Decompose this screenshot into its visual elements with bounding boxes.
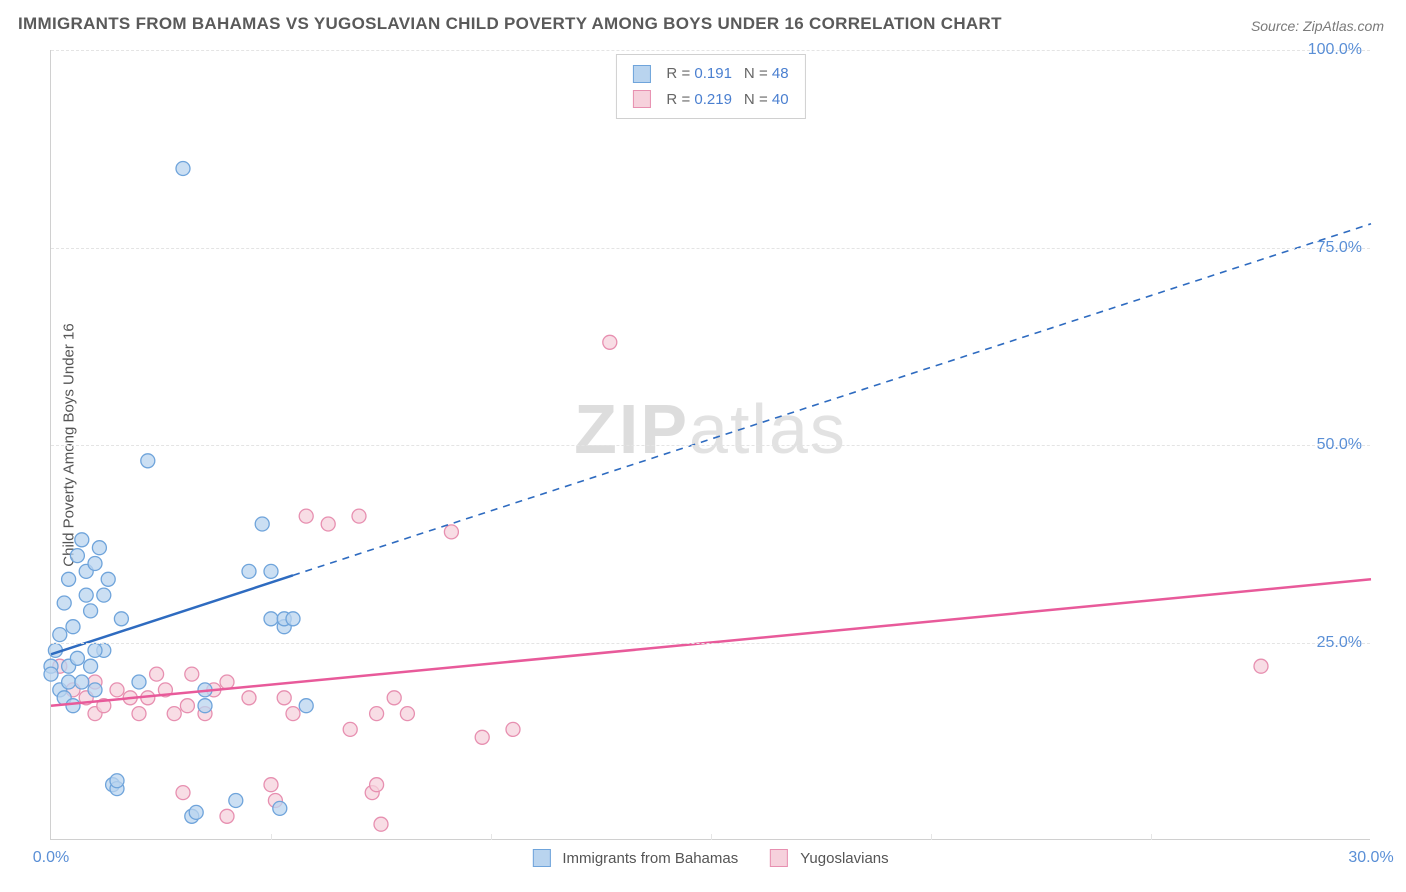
data-point	[176, 162, 190, 176]
x-tick-mark	[1151, 834, 1152, 840]
x-tick-mark	[491, 834, 492, 840]
data-point	[84, 604, 98, 618]
data-point	[352, 509, 366, 523]
data-point	[66, 699, 80, 713]
data-point	[264, 612, 278, 626]
data-point	[88, 643, 102, 657]
data-point	[66, 620, 80, 634]
y-tick-label: 25.0%	[1317, 634, 1362, 652]
data-point	[62, 675, 76, 689]
gridline-h	[51, 50, 1370, 51]
x-tick-mark	[271, 834, 272, 840]
gridline-h	[51, 248, 1370, 249]
data-point	[132, 707, 146, 721]
data-point	[70, 549, 84, 563]
legend-series: Immigrants from Bahamas Yugoslavians	[532, 849, 888, 867]
x-tick-label: 30.0%	[1348, 849, 1393, 867]
data-point	[84, 659, 98, 673]
data-point	[286, 612, 300, 626]
data-point	[229, 794, 243, 808]
data-point	[198, 699, 212, 713]
data-point	[444, 525, 458, 539]
data-point	[53, 628, 67, 642]
data-point	[180, 699, 194, 713]
data-point	[343, 722, 357, 736]
y-tick-label: 75.0%	[1317, 239, 1362, 257]
data-point	[114, 612, 128, 626]
data-point	[242, 691, 256, 705]
legend-item: Immigrants from Bahamas	[532, 849, 738, 867]
data-point	[44, 667, 58, 681]
data-point	[286, 707, 300, 721]
data-point	[242, 564, 256, 578]
data-point	[321, 517, 335, 531]
trend-line	[293, 224, 1371, 576]
data-point	[88, 557, 102, 571]
data-point	[370, 778, 384, 792]
data-point	[150, 667, 164, 681]
data-point	[273, 801, 287, 815]
swatch-icon	[770, 849, 788, 867]
data-point	[387, 691, 401, 705]
data-point	[400, 707, 414, 721]
y-tick-label: 50.0%	[1317, 436, 1362, 454]
legend-label: Immigrants from Bahamas	[562, 850, 738, 867]
data-point	[220, 675, 234, 689]
data-point	[167, 707, 181, 721]
data-point	[88, 683, 102, 697]
data-point	[1254, 659, 1268, 673]
data-point	[110, 774, 124, 788]
data-point	[370, 707, 384, 721]
gridline-h	[51, 643, 1370, 644]
data-point	[189, 805, 203, 819]
data-point	[70, 651, 84, 665]
legend-item: Yugoslavians	[770, 849, 888, 867]
data-point	[79, 588, 93, 602]
x-tick-mark	[711, 834, 712, 840]
gridline-h	[51, 445, 1370, 446]
data-point	[176, 786, 190, 800]
data-point	[185, 667, 199, 681]
data-point	[374, 817, 388, 831]
source-attribution: Source: ZipAtlas.com	[1251, 18, 1384, 34]
data-point	[97, 588, 111, 602]
swatch-icon	[532, 849, 550, 867]
data-point	[101, 572, 115, 586]
data-point	[277, 691, 291, 705]
data-point	[506, 722, 520, 736]
data-point	[475, 730, 489, 744]
data-point	[255, 517, 269, 531]
data-point	[75, 533, 89, 547]
y-tick-label: 100.0%	[1308, 41, 1362, 59]
data-point	[110, 683, 124, 697]
data-point	[299, 699, 313, 713]
data-point	[141, 454, 155, 468]
data-point	[92, 541, 106, 555]
data-point	[57, 596, 71, 610]
x-tick-mark	[931, 834, 932, 840]
data-point	[132, 675, 146, 689]
chart-title: IMMIGRANTS FROM BAHAMAS VS YUGOSLAVIAN C…	[18, 14, 1002, 34]
data-point	[264, 778, 278, 792]
data-point	[220, 809, 234, 823]
data-point	[264, 564, 278, 578]
data-point	[62, 572, 76, 586]
legend-label: Yugoslavians	[800, 850, 888, 867]
plot-area: Child Poverty Among Boys Under 16 ZIPatl…	[50, 50, 1370, 840]
data-point	[603, 335, 617, 349]
data-point	[299, 509, 313, 523]
data-point	[75, 675, 89, 689]
x-tick-label: 0.0%	[33, 849, 69, 867]
